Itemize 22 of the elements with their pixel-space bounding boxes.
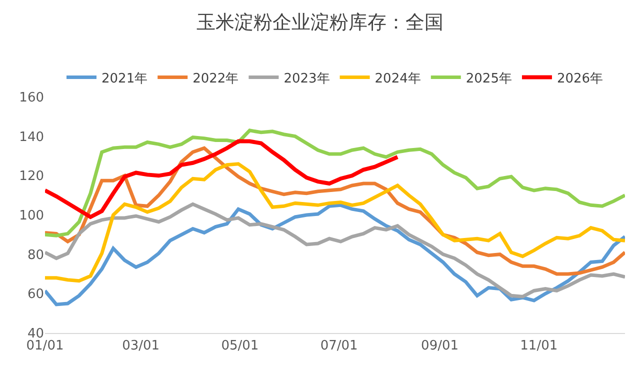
x-tick-label: 09/01	[421, 338, 459, 354]
line-series	[45, 162, 625, 283]
y-tick-label: 100	[19, 208, 44, 224]
y-tick-label: 60	[27, 287, 44, 302]
x-tick-label: 07/01	[320, 338, 358, 354]
y-tick-label: 140	[19, 130, 44, 145]
line-series	[45, 128, 625, 238]
line-series	[45, 139, 400, 219]
y-tick-label: 160	[19, 90, 44, 106]
y-tick-label: 80	[27, 248, 44, 263]
x-tick-label: 03/01	[122, 338, 160, 354]
x-tick-label: 05/01	[221, 338, 259, 354]
legend-label: 2026年	[556, 71, 604, 86]
x-tick-label: 01/01	[26, 338, 64, 354]
legend-label: 2023年	[284, 71, 330, 86]
legend-label: 2021年	[102, 71, 148, 86]
y-tick-label: 120	[19, 169, 44, 184]
x-tick-label: 11/01	[520, 338, 558, 354]
legend-label: 2025年	[466, 71, 512, 86]
chart-title: 玉米淀粉企业淀粉库存：全国	[196, 12, 444, 34]
legend-label: 2024年	[374, 71, 421, 86]
legend-label: 2022年	[192, 71, 239, 86]
